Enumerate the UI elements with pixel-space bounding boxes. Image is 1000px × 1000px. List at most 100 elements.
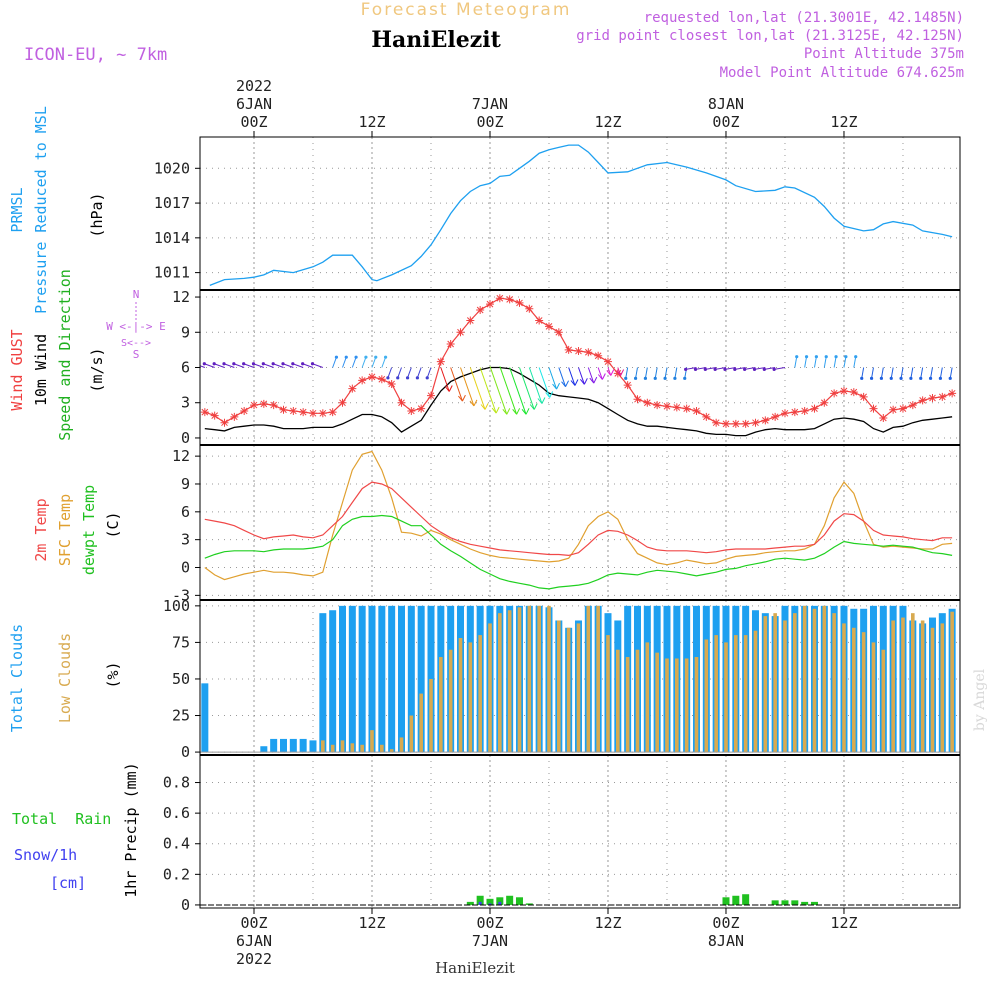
gust-marker xyxy=(200,408,209,417)
gust-marker xyxy=(918,396,927,405)
low-cloud-bar xyxy=(694,657,699,753)
pressure-ytick-label: 1014 xyxy=(154,229,190,247)
bottom-time-label: 00Z xyxy=(476,914,503,932)
total-cloud-bar xyxy=(388,605,396,753)
top-time-label: 00Z xyxy=(240,113,267,131)
rain-bar xyxy=(515,897,523,905)
low-cloud-bar xyxy=(802,605,807,753)
total-cloud-bar xyxy=(319,613,327,753)
gust-marker xyxy=(367,372,376,381)
wind-arrowhead xyxy=(561,380,569,388)
wind-arrowhead xyxy=(529,403,538,410)
wind-arrowhead xyxy=(814,355,818,359)
wind-arrow xyxy=(332,356,337,368)
temp-axes: -3 0 3 6 9 12 xyxy=(172,445,960,604)
total-cloud-bar xyxy=(299,738,307,753)
bottom-time-label: 8JAN xyxy=(708,932,744,950)
gridpoint-coords: grid point closest lon,lat (21.3125E, 42… xyxy=(576,28,964,44)
wind-arrow xyxy=(387,367,393,379)
wind-arrow xyxy=(407,367,412,379)
gust-marker xyxy=(407,406,416,415)
sfc-temp-line xyxy=(204,450,953,581)
t2m-line xyxy=(204,481,953,557)
wind-arrowhead xyxy=(502,408,511,415)
top-time-label: 8JAN xyxy=(708,95,744,113)
wind-arrowhead xyxy=(723,367,727,372)
wind-arrowhead xyxy=(663,376,667,380)
wind-arrow xyxy=(302,363,314,368)
precip-ytick-label: 0.8 xyxy=(163,774,190,792)
wind-arrow xyxy=(312,363,324,368)
low-cloud-bar xyxy=(625,657,630,753)
gust-marker xyxy=(643,398,652,407)
wind-arrowhead xyxy=(589,376,598,384)
wind-arrowhead xyxy=(683,376,687,380)
top-time-label: 00Z xyxy=(712,113,739,131)
gust-marker xyxy=(731,419,740,428)
gust-marker xyxy=(456,328,465,337)
wind-arrow xyxy=(794,356,798,368)
wind-series xyxy=(200,294,957,437)
wind-arrowhead xyxy=(396,376,400,380)
wind-arrow xyxy=(644,367,648,379)
wind-arrowhead xyxy=(713,367,717,372)
rain-bar xyxy=(791,900,799,905)
low-cloud-bar xyxy=(734,635,738,753)
low-cloud-bar xyxy=(635,649,640,753)
precip-ytick-label: 0.2 xyxy=(163,865,190,883)
rain-bar xyxy=(476,895,484,905)
wind-arrow xyxy=(568,367,576,386)
wind-ytick-label: 6 xyxy=(181,359,190,377)
cloud-series xyxy=(200,605,960,753)
gust-marker xyxy=(820,398,829,407)
low-cloud-bar xyxy=(537,605,541,753)
low-cloud-bar xyxy=(360,744,364,753)
gust-marker xyxy=(633,395,642,404)
wind-arrow xyxy=(479,367,497,414)
wind-arrowhead xyxy=(743,367,747,372)
gust-marker xyxy=(889,405,898,414)
wind-arrow xyxy=(920,367,924,379)
clouds-ytick-label: 0 xyxy=(181,743,190,761)
low-cloud-bar xyxy=(399,737,404,753)
wind-ytick-label: 12 xyxy=(172,288,190,306)
wind-arrow xyxy=(243,363,255,368)
wind-arrow xyxy=(774,367,786,370)
gust-marker xyxy=(810,404,819,413)
pressure-ytick-label: 1020 xyxy=(154,159,190,177)
snow-label: Snow/1h xyxy=(14,846,77,864)
low-cloud-bar xyxy=(350,743,355,753)
rain-bar xyxy=(801,901,809,905)
wind-arrowhead xyxy=(444,385,453,392)
low-cloud-bar xyxy=(852,627,856,753)
low-cloud-bar xyxy=(439,657,443,753)
wind-arrowhead xyxy=(597,373,606,380)
gust-marker xyxy=(269,401,278,410)
wind-arrowhead xyxy=(310,362,315,366)
wind-arrowhead xyxy=(545,391,554,398)
clouds-ytick-label: 50 xyxy=(172,670,190,688)
gust-marker xyxy=(417,404,426,413)
wind-arrow xyxy=(910,367,914,379)
gust-marker xyxy=(564,345,573,354)
low-cloud-bar xyxy=(389,749,394,753)
gust-marker xyxy=(426,391,435,400)
wind-arrowhead xyxy=(673,376,677,380)
wind-arrow xyxy=(204,363,215,368)
low-cloud-bar xyxy=(488,623,492,753)
wind-arrow xyxy=(558,367,567,387)
wind-arrow xyxy=(674,367,678,379)
footer-station: HaniElezit xyxy=(435,959,515,977)
total-cloud-bar xyxy=(279,738,287,753)
compass-we: W <-|-> E xyxy=(106,320,166,333)
wind-arrowhead xyxy=(624,376,628,380)
low-cloud-bar xyxy=(645,642,650,753)
wind-arrowhead xyxy=(909,376,913,380)
gust-marker xyxy=(495,294,504,303)
gust-marker xyxy=(436,357,445,366)
credit-watermark: by Angel xyxy=(972,668,988,731)
wind-arrowhead xyxy=(458,394,466,402)
wind-arrow xyxy=(823,356,827,368)
gust-marker xyxy=(623,381,632,390)
top-time-label: 2022 xyxy=(236,77,272,95)
